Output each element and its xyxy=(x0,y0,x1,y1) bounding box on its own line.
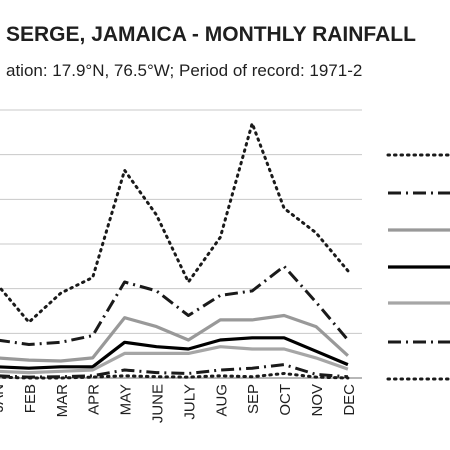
chart-title: SERGE, JAMAICA - MONTHLY RAINFALL xyxy=(6,23,416,46)
x-tick-label: JULY xyxy=(181,384,198,420)
series-line-7 xyxy=(0,372,350,380)
x-tick-label: FEB xyxy=(22,384,39,413)
chart-subtitle: ation: 17.9°N, 76.5°W; Period of record:… xyxy=(6,61,362,80)
x-axis-tick-labels: JAN FEB MAR APR MAY JUNE JULY AUG SEP OCT NOV DEC xyxy=(0,384,358,423)
x-tick-label: JUNE xyxy=(150,384,167,423)
x-tick-label: OCT xyxy=(277,384,294,416)
series-line-2 xyxy=(0,264,350,346)
x-tick-label: JAN xyxy=(0,384,7,412)
series-line-5 xyxy=(0,345,349,375)
legend xyxy=(386,153,450,381)
x-tick-label: MAR xyxy=(54,384,71,418)
series-line-3 xyxy=(0,313,349,363)
series-lines xyxy=(0,121,350,380)
x-tick-label: AUG xyxy=(213,384,230,417)
x-tick-label: NOV xyxy=(309,384,326,417)
x-tick-label: MAY xyxy=(118,384,135,415)
x-tick-label: SEP xyxy=(245,384,262,414)
series-line-4 xyxy=(0,336,349,370)
series-line-1 xyxy=(0,121,350,324)
x-tick-label: APR xyxy=(86,384,103,415)
x-tick-label: DEC xyxy=(341,384,358,416)
